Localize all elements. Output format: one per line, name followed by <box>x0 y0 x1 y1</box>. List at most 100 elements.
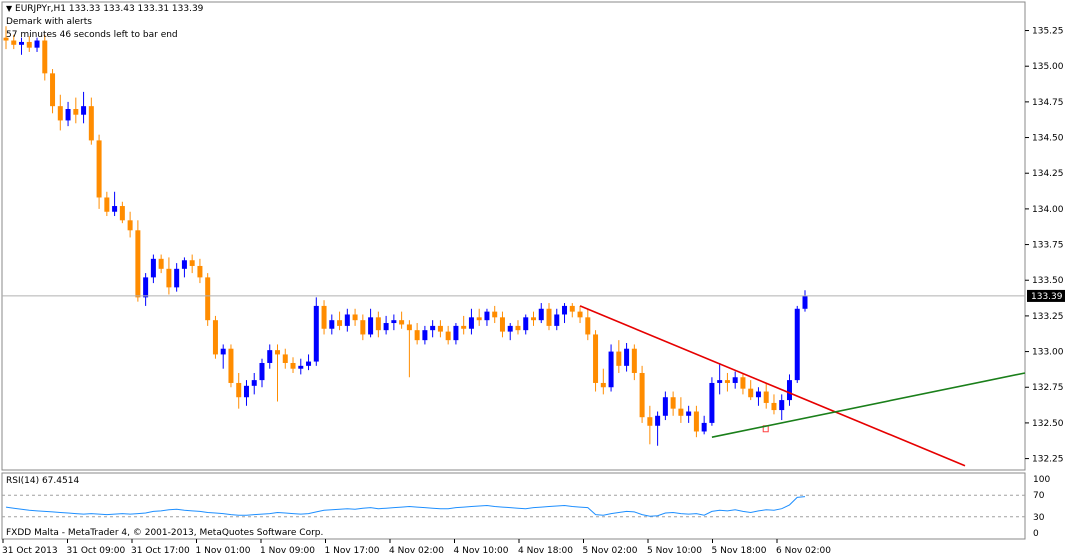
candle-body <box>19 41 25 45</box>
candle-body <box>693 411 699 432</box>
candle-body <box>65 109 71 121</box>
candle-body <box>321 305 327 329</box>
candle-body <box>476 317 482 321</box>
price-tick-label: 134.00 <box>1032 205 1064 215</box>
bar-timer: 57 minutes 46 seconds left to bar end <box>6 30 178 40</box>
candle-body <box>344 314 350 326</box>
candle-body <box>220 348 226 355</box>
candle-body <box>3 37 9 41</box>
time-tick-label: 4 Nov 02:00 <box>389 546 444 556</box>
candle-body <box>608 351 614 388</box>
candle-body <box>701 422 707 432</box>
candle-body <box>50 73 56 107</box>
time-tick-label: 5 Nov 02:00 <box>583 546 638 556</box>
price-panel-border <box>1 1 1026 471</box>
rsi-line <box>5 496 806 517</box>
candle-body <box>375 317 381 331</box>
candle-body <box>468 317 474 329</box>
candle-body <box>717 380 723 383</box>
candle-body <box>368 317 374 335</box>
symbol-header[interactable]: ▼ EURJPYr,H1 133.33 133.43 133.31 133.39 <box>6 3 203 15</box>
candle-body <box>282 354 288 363</box>
price-tick-label: 133.00 <box>1032 348 1064 358</box>
candle-body <box>600 382 606 388</box>
support-trendline <box>711 372 1026 438</box>
candle-body <box>112 206 118 212</box>
candle-body <box>732 377 738 383</box>
rsi-scale-label: 100 <box>1033 475 1050 485</box>
candles <box>3 26 808 446</box>
candle-body <box>259 362 265 381</box>
candle-body <box>197 265 203 278</box>
candle-body <box>507 325 513 332</box>
candle-body <box>670 397 676 409</box>
candle-body <box>104 197 110 212</box>
trendlines <box>579 305 1026 467</box>
time-tick-label: 31 Oct 2013 <box>2 546 58 556</box>
current-price-label: 133.39 <box>1031 292 1063 302</box>
candle-body <box>212 320 218 355</box>
price-tick-label: 132.75 <box>1032 383 1064 393</box>
price-tick-label: 132.25 <box>1032 455 1064 465</box>
candle-body <box>771 402 777 411</box>
time-tick-label: 4 Nov 18:00 <box>518 546 573 556</box>
candle-body <box>337 320 343 326</box>
resistance-trendline <box>579 305 966 467</box>
candle-body <box>290 362 296 369</box>
candle-body <box>678 408 684 416</box>
candle-body <box>158 258 164 269</box>
candle-body <box>267 350 273 363</box>
price-tick-label: 134.75 <box>1032 98 1064 108</box>
candle-body <box>546 308 552 326</box>
price-tick-label: 134.25 <box>1032 169 1064 179</box>
candle-body <box>585 317 591 335</box>
candle-body <box>499 317 505 332</box>
candle-body <box>562 305 568 315</box>
price-axis: 135.25 135.00 134.75 134.50 134.25 134.00 133.… <box>2 27 1065 465</box>
candle-body <box>96 140 102 198</box>
rsi-label: RSI(14) 67.4514 <box>6 476 80 486</box>
candle-body <box>461 325 467 329</box>
candle-body <box>73 109 79 115</box>
candle-body <box>42 40 48 74</box>
time-tick-label: 5 Nov 10:00 <box>647 546 702 556</box>
candle-body <box>786 380 792 401</box>
candle-body <box>119 206 125 221</box>
symbol-line: EURJPYr,H1 133.33 133.43 133.31 133.39 <box>15 4 204 14</box>
candle-body <box>631 348 637 373</box>
candle-body <box>794 308 800 381</box>
rsi-panel: 100 70 30 0 <box>2 475 1050 539</box>
candle-body <box>306 361 312 366</box>
candle-body <box>391 320 397 324</box>
candle-body <box>763 391 769 403</box>
candle-body <box>275 350 281 355</box>
candle-body <box>313 305 319 362</box>
candle-body <box>57 106 63 121</box>
time-axis: 31 Oct 2013 31 Oct 09:00 31 Oct 17:00 1 Nov… <box>2 539 831 556</box>
candle-body <box>538 308 544 321</box>
time-tick-label: 1 Nov 01:00 <box>196 546 251 556</box>
current-price-tag <box>1027 289 1065 302</box>
candle-body <box>515 325 521 331</box>
candle-body <box>88 106 94 141</box>
time-tick-label: 31 Oct 09:00 <box>67 546 126 556</box>
candle-body <box>422 330 428 341</box>
candle-body <box>135 230 141 298</box>
rsi-scale-label: 0 <box>1033 529 1039 539</box>
candle-body <box>724 380 730 383</box>
candle-body <box>11 40 17 45</box>
candle-body <box>181 260 187 269</box>
price-panel <box>1 1 1026 540</box>
candle-body <box>236 382 242 398</box>
collapse-arrow-icon[interactable]: ▼ <box>6 4 13 13</box>
price-tick-label: 135.00 <box>1032 62 1064 72</box>
candle-body <box>414 330 420 341</box>
candle-body <box>399 320 405 325</box>
candle-body <box>554 314 560 326</box>
time-tick-label: 4 Nov 10:00 <box>454 546 509 556</box>
candle-body <box>127 220 133 231</box>
candle-body <box>530 317 536 321</box>
candle-body <box>406 324 412 331</box>
candle-body <box>430 325 436 331</box>
